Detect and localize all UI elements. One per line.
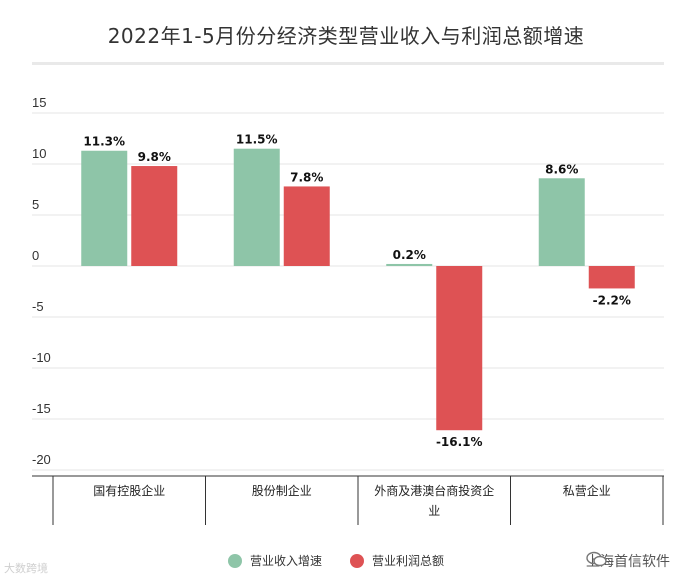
bar bbox=[131, 166, 178, 266]
y-axis-ticks: 15 10 5 0 -5 -10 -15 -20 bbox=[32, 95, 51, 467]
bar bbox=[386, 263, 433, 266]
title-divider bbox=[32, 62, 664, 65]
data-label: 7.8% bbox=[290, 170, 323, 184]
category-label-line: 业 bbox=[428, 504, 440, 518]
category-label-line: 外商及港澳台商投资企 bbox=[374, 483, 494, 498]
data-label: 11.5% bbox=[236, 133, 278, 147]
y-tick-label: -5 bbox=[32, 299, 44, 314]
legend-swatch-profit bbox=[350, 553, 365, 568]
y-tick-label: -10 bbox=[32, 350, 51, 365]
legend-label-revenue: 营业收入增速 bbox=[250, 554, 323, 568]
category-label-line: 私营企业 bbox=[563, 483, 611, 498]
legend-label-profit: 营业利润总额 bbox=[372, 554, 445, 568]
watermark-left: 大数跨境 bbox=[4, 562, 48, 575]
bar bbox=[283, 186, 330, 266]
chart-title: 2022年1-5月份分经济类型营业收入与利润总额增速 bbox=[107, 24, 585, 48]
wechat-icon bbox=[586, 551, 607, 567]
legend-swatch-revenue bbox=[228, 553, 242, 568]
y-tick-label: 5 bbox=[32, 197, 39, 212]
category-label: 外商及港澳台商投资企业 bbox=[374, 483, 494, 518]
bars bbox=[81, 148, 635, 431]
legend-item-revenue: 营业收入增速 bbox=[228, 552, 322, 569]
category-label-line: 股份制企业 bbox=[252, 483, 312, 498]
data-label: -2.2% bbox=[593, 293, 631, 307]
category-label: 国有控股企业 bbox=[93, 483, 165, 498]
y-tick-label: -15 bbox=[32, 401, 51, 416]
y-tick-label: 15 bbox=[32, 95, 46, 110]
legend-item-profit: 营业利润总额 bbox=[350, 552, 444, 569]
data-label: 9.8% bbox=[138, 150, 171, 164]
data-label: -16.1% bbox=[436, 435, 483, 449]
bar bbox=[538, 178, 585, 266]
y-tick-label: 0 bbox=[32, 248, 39, 263]
bar bbox=[81, 150, 128, 266]
data-label: 8.6% bbox=[545, 162, 578, 176]
category-label: 私营企业 bbox=[563, 483, 611, 498]
legend: 营业收入增速 营业利润总额 bbox=[228, 552, 444, 569]
watermark-right: 上海首信软件 bbox=[586, 551, 670, 571]
bar bbox=[233, 148, 280, 266]
bar bbox=[588, 266, 635, 289]
x-axis: 国有控股企业 股份制企业 外商及港澳台商投资企业 私营企业 bbox=[32, 475, 664, 525]
y-tick-label: 10 bbox=[32, 146, 46, 161]
bar bbox=[436, 266, 483, 431]
category-label: 股份制企业 bbox=[252, 483, 312, 498]
category-label-line: 国有控股企业 bbox=[93, 483, 165, 498]
y-tick-label: -20 bbox=[32, 452, 51, 467]
data-label: 11.3% bbox=[83, 135, 125, 149]
data-labels: 11.3% 9.8% 11.5% 7.8% 0.2% -16.1% 8.6% -2.2% bbox=[83, 133, 630, 450]
data-label: 0.2% bbox=[393, 248, 426, 262]
watermark-right-text: 上海首信软件 bbox=[586, 554, 670, 570]
